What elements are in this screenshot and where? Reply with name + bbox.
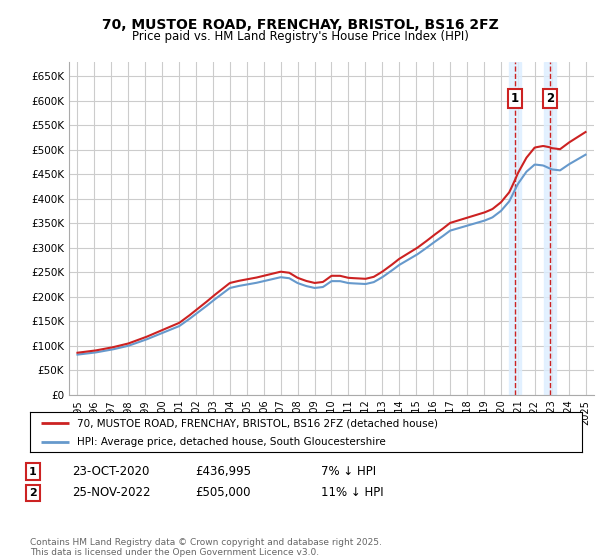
Text: 7% ↓ HPI: 7% ↓ HPI xyxy=(321,465,376,478)
Bar xyxy=(544,62,556,395)
Text: 70, MUSTOE ROAD, FRENCHAY, BRISTOL, BS16 2FZ: 70, MUSTOE ROAD, FRENCHAY, BRISTOL, BS16… xyxy=(101,18,499,32)
Text: 1: 1 xyxy=(511,92,519,105)
Text: 25-NOV-2022: 25-NOV-2022 xyxy=(72,486,151,500)
Bar xyxy=(509,62,521,395)
Text: Contains HM Land Registry data © Crown copyright and database right 2025.
This d: Contains HM Land Registry data © Crown c… xyxy=(30,538,382,557)
Text: 2: 2 xyxy=(29,488,37,498)
Text: £436,995: £436,995 xyxy=(195,465,251,478)
Text: 70, MUSTOE ROAD, FRENCHAY, BRISTOL, BS16 2FZ (detached house): 70, MUSTOE ROAD, FRENCHAY, BRISTOL, BS16… xyxy=(77,418,438,428)
Text: 23-OCT-2020: 23-OCT-2020 xyxy=(72,465,149,478)
Text: 2: 2 xyxy=(546,92,554,105)
Text: 1: 1 xyxy=(29,466,37,477)
Text: Price paid vs. HM Land Registry's House Price Index (HPI): Price paid vs. HM Land Registry's House … xyxy=(131,30,469,43)
Text: HPI: Average price, detached house, South Gloucestershire: HPI: Average price, detached house, Sout… xyxy=(77,437,386,446)
Text: 11% ↓ HPI: 11% ↓ HPI xyxy=(321,486,383,500)
Text: £505,000: £505,000 xyxy=(195,486,251,500)
